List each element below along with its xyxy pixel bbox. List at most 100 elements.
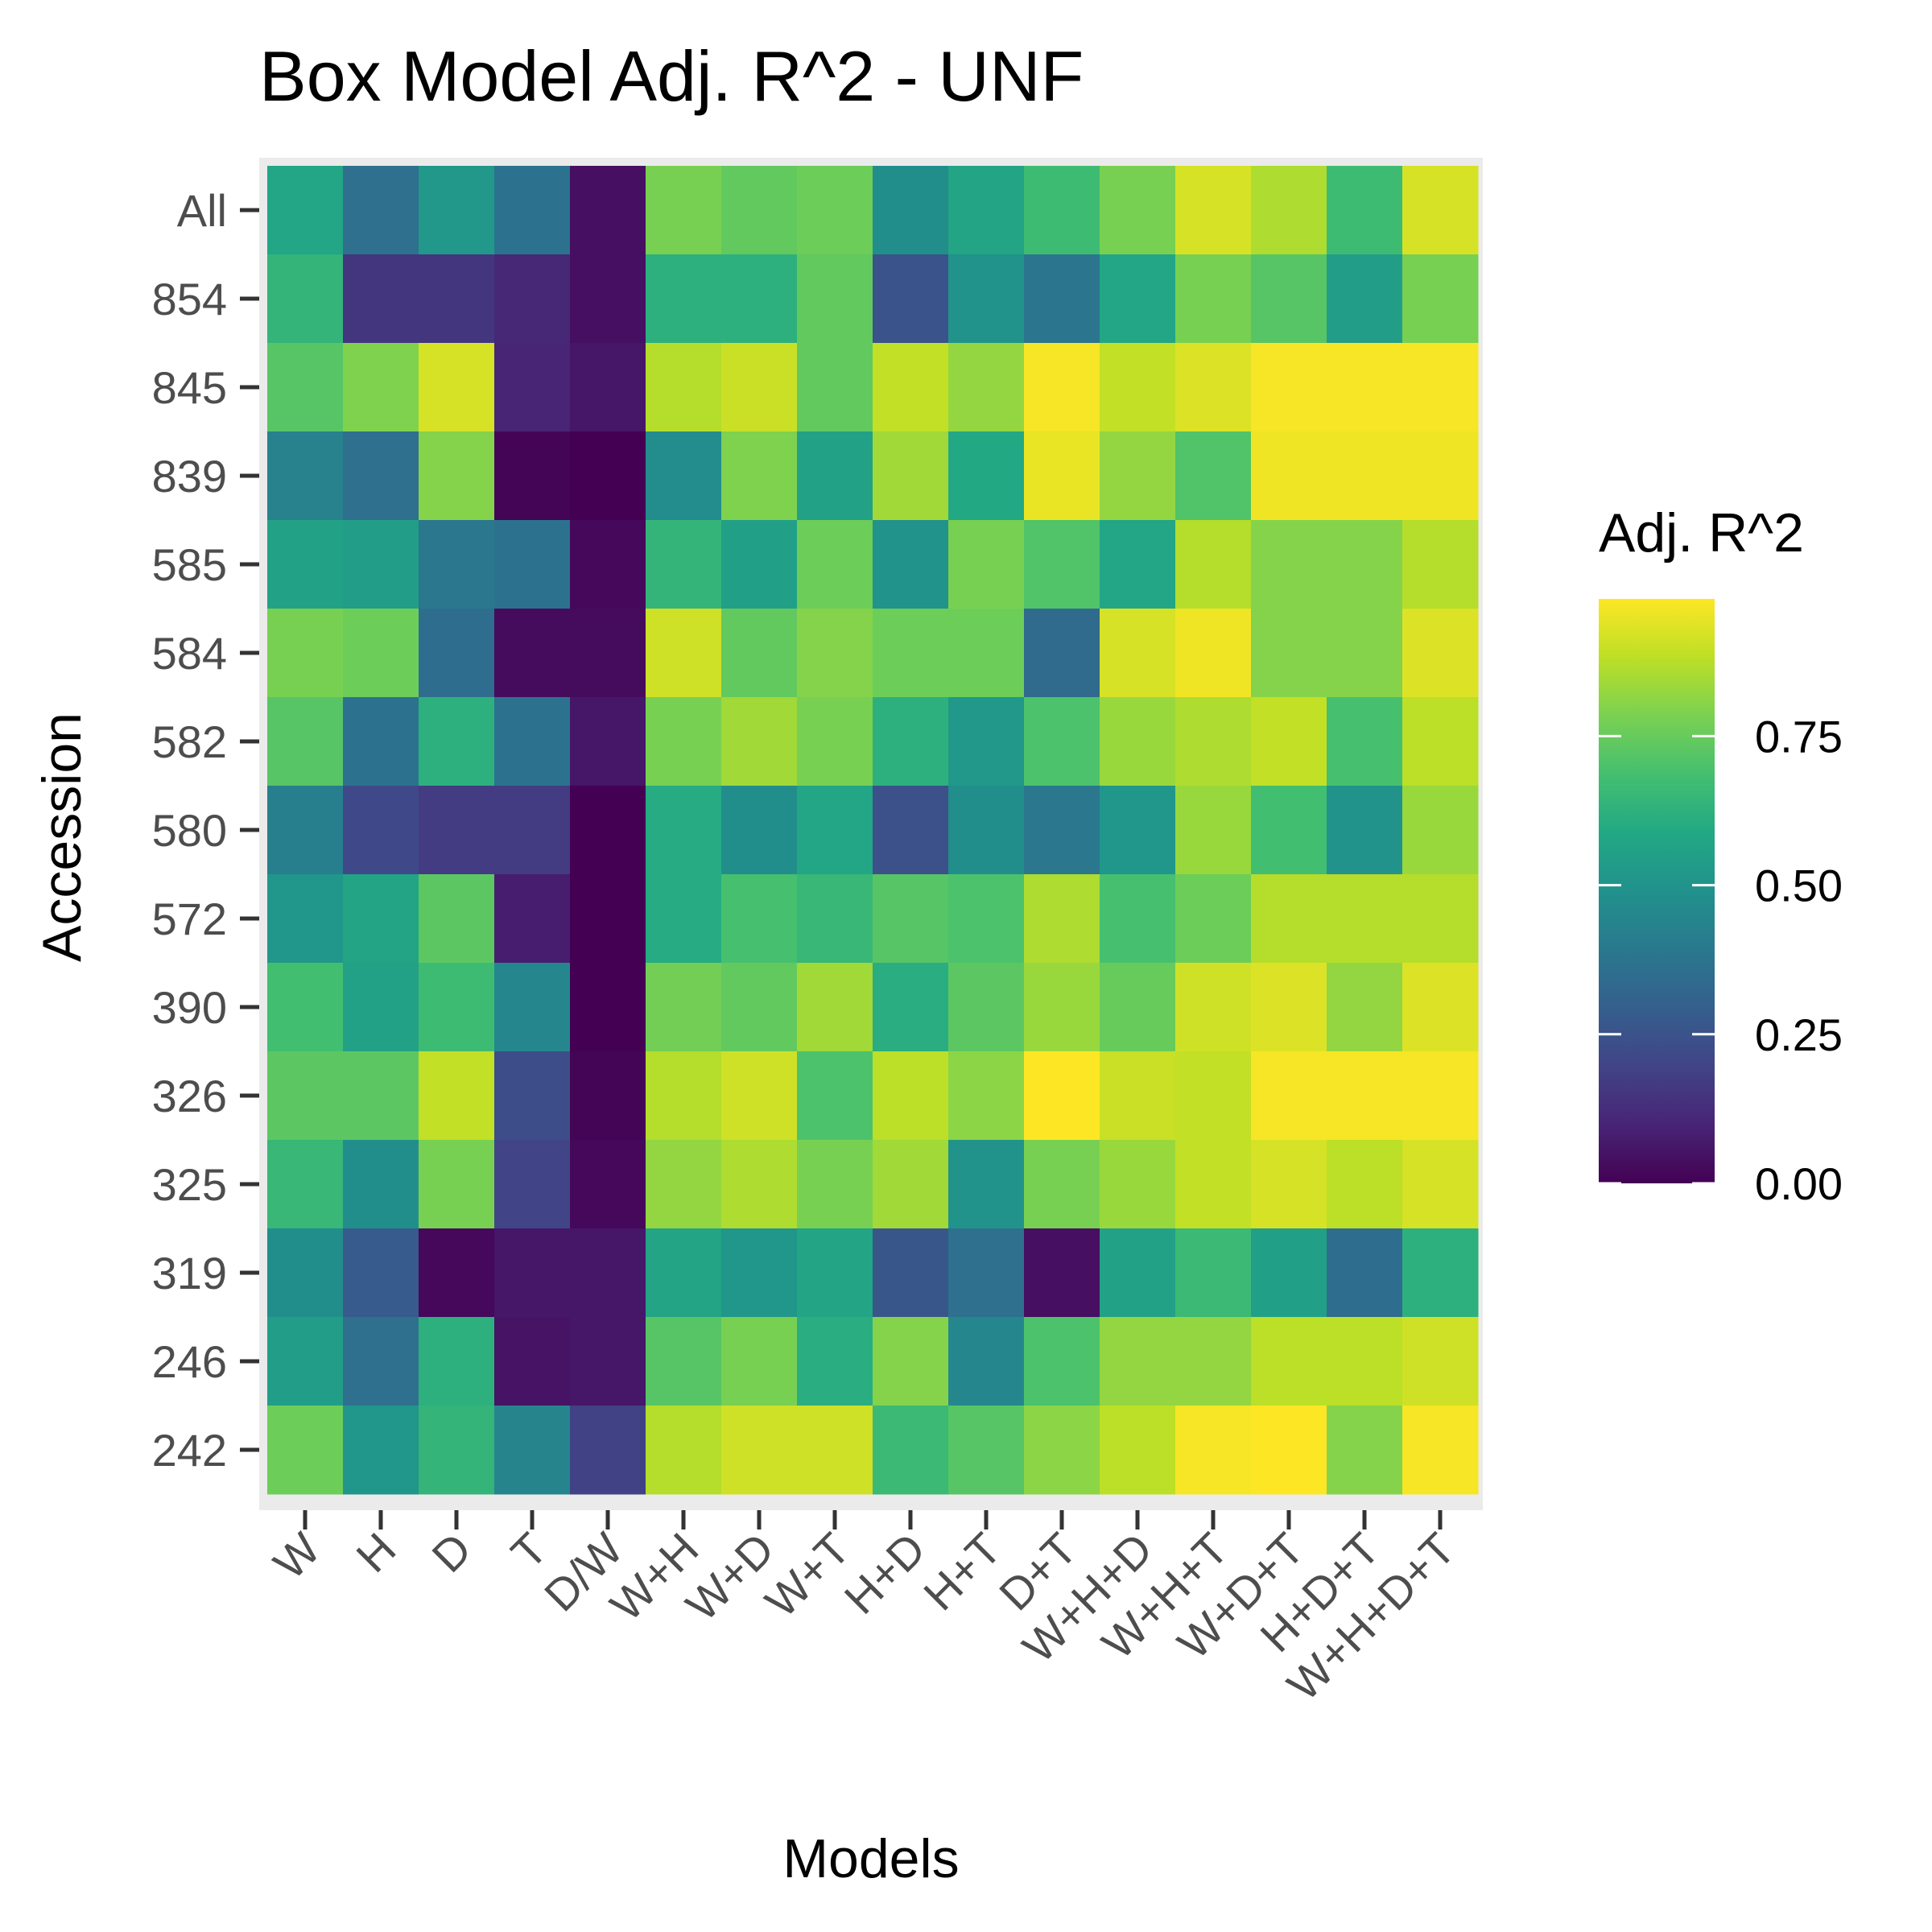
heatmap-cell xyxy=(1402,166,1479,255)
heatmap-cell xyxy=(570,1140,646,1229)
heatmap-cell xyxy=(267,431,344,521)
heatmap-cell xyxy=(570,963,646,1052)
heatmap-cell xyxy=(570,697,646,786)
x-tick-label: W xyxy=(264,1523,330,1589)
x-tick-label: D xyxy=(422,1523,481,1582)
heatmap-cell xyxy=(1251,697,1327,786)
heatmap-cell xyxy=(948,697,1025,786)
y-axis: All 854 845 839 585 584 582 580 572 390 326 325 319 2… xyxy=(152,185,259,1476)
heatmap-cell xyxy=(1251,431,1327,521)
heatmap-cell xyxy=(494,1140,571,1229)
heatmap-cell xyxy=(1100,1140,1176,1229)
heatmap-cell xyxy=(646,343,722,432)
heatmap-cell xyxy=(797,1140,873,1229)
heatmap-cell xyxy=(1251,343,1327,432)
x-tick-label: H+D xyxy=(835,1523,935,1624)
heatmap-cell xyxy=(1402,1317,1479,1406)
legend-tick-label: 0.75 xyxy=(1755,711,1843,762)
heatmap-cell xyxy=(343,254,419,344)
heatmap-cell xyxy=(494,1051,571,1141)
heatmap-cell xyxy=(570,166,646,255)
legend-ticks: 0.00 0.25 0.50 0.75 xyxy=(1599,711,1843,1209)
y-tick-label: 585 xyxy=(152,539,227,590)
y-tick-label: 246 xyxy=(152,1336,227,1387)
heatmap-cell xyxy=(1100,697,1176,786)
heatmap-cell xyxy=(494,520,571,609)
heatmap-cell xyxy=(267,874,344,964)
heatmap-cell xyxy=(570,431,646,521)
heatmap-cell xyxy=(1327,697,1403,786)
y-tick-label: 582 xyxy=(152,716,227,767)
heatmap-cell xyxy=(267,1406,344,1495)
heatmap-cell xyxy=(1327,1228,1403,1318)
heatmap-cell xyxy=(1402,254,1479,344)
heatmap-cell xyxy=(948,431,1025,521)
heatmap-cell xyxy=(570,343,646,432)
heatmap-cell xyxy=(267,1140,344,1229)
heatmap-cell xyxy=(1327,254,1403,344)
heatmap-cell xyxy=(1024,1406,1100,1495)
heatmap-cell xyxy=(797,874,873,964)
heatmap-cell xyxy=(1100,343,1176,432)
heatmap-cell xyxy=(1175,1317,1252,1406)
heatmap-cell xyxy=(873,1317,949,1406)
heatmap-cell xyxy=(419,1317,495,1406)
y-tick-label: 572 xyxy=(152,894,227,944)
heatmap-cell xyxy=(1251,520,1327,609)
heatmap-cell xyxy=(1402,1228,1479,1318)
heatmap-cell xyxy=(797,609,873,698)
heatmap-cell xyxy=(797,343,873,432)
heatmap-cell xyxy=(1024,1317,1100,1406)
heatmap-cell xyxy=(1251,1228,1327,1318)
heatmap-cell xyxy=(1024,166,1100,255)
heatmap-cell xyxy=(1327,1051,1403,1141)
heatmap-cell xyxy=(419,343,495,432)
heatmap-cell xyxy=(1327,431,1403,521)
x-axis-title: Models xyxy=(782,1828,959,1889)
heatmap-cell xyxy=(570,786,646,875)
x-tick-label: W+H xyxy=(601,1523,708,1631)
heatmap-cell xyxy=(343,520,419,609)
heatmap-cell xyxy=(1175,874,1252,964)
heatmap-cell xyxy=(1100,431,1176,521)
heatmap-cell xyxy=(1251,1140,1327,1229)
heatmap-cell xyxy=(494,1317,571,1406)
heatmap-cell xyxy=(721,874,798,964)
heatmap-cell xyxy=(873,1140,949,1229)
heatmap-cell xyxy=(1175,609,1252,698)
heatmap-cell xyxy=(343,1406,419,1495)
heatmap-cell xyxy=(721,166,798,255)
heatmap-cell xyxy=(1327,609,1403,698)
heatmap-cell xyxy=(721,963,798,1052)
heatmap-cell xyxy=(646,963,722,1052)
heatmap-cell xyxy=(646,609,722,698)
heatmap-cell xyxy=(570,874,646,964)
heatmap-cell xyxy=(646,166,722,255)
heatmap-cell xyxy=(419,963,495,1052)
heatmap-cell xyxy=(721,697,798,786)
heatmap-cell xyxy=(646,874,722,964)
heatmap-cell xyxy=(1327,166,1403,255)
heatmap-cell xyxy=(343,1051,419,1141)
heatmap-cell xyxy=(1175,431,1252,521)
heatmap-cell xyxy=(646,697,722,786)
heatmap-cell xyxy=(1327,874,1403,964)
heatmap-cell xyxy=(721,1406,798,1495)
heatmap-cell xyxy=(419,609,495,698)
legend-tick-label: 0.00 xyxy=(1755,1158,1843,1209)
legend-colorbar xyxy=(1599,599,1715,1183)
heatmap-cell xyxy=(419,1051,495,1141)
heatmap-cell xyxy=(494,874,571,964)
heatmap-cell xyxy=(797,520,873,609)
heatmap-cell xyxy=(948,874,1025,964)
heatmap-cell xyxy=(721,343,798,432)
heatmap-cell xyxy=(570,1051,646,1141)
heatmap-cell xyxy=(1402,343,1479,432)
y-tick-label: 325 xyxy=(152,1159,227,1210)
heatmap-cell xyxy=(343,786,419,875)
heatmap-cell xyxy=(1100,1317,1176,1406)
heatmap-cell xyxy=(343,963,419,1052)
heatmap-cell xyxy=(1024,520,1100,609)
heatmap-cell xyxy=(1327,963,1403,1052)
heatmap-cell xyxy=(873,343,949,432)
